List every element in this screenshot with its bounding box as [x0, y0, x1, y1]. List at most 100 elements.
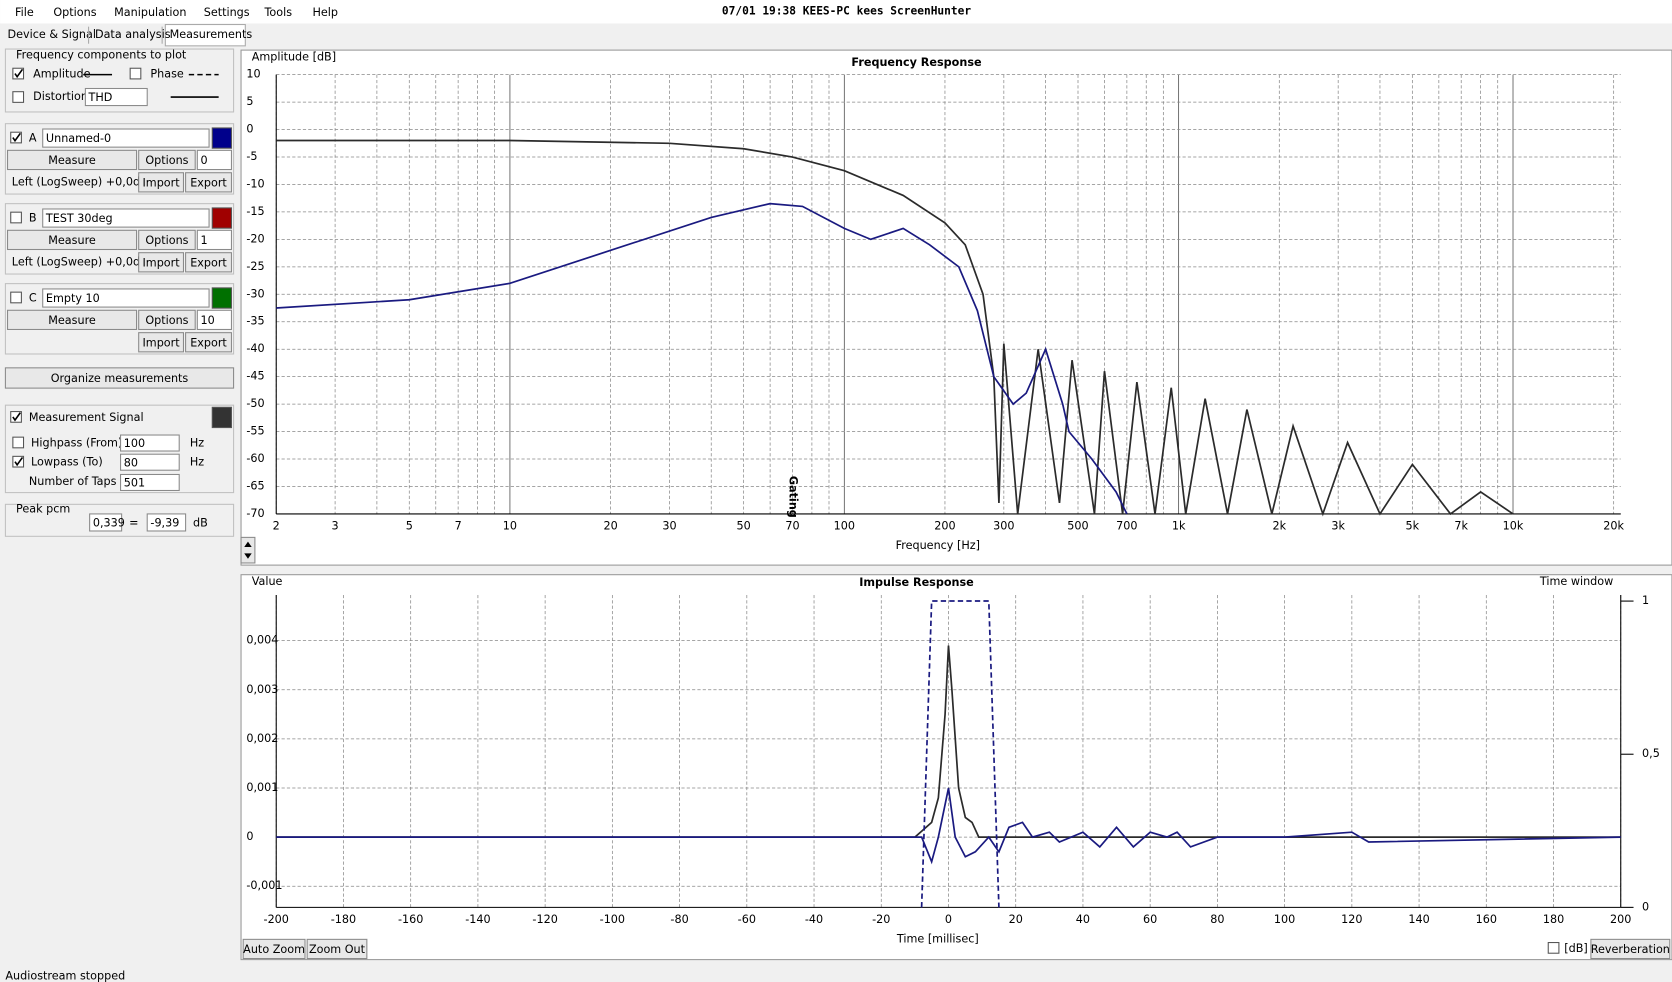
tab[interactable]: Measurements [170, 28, 253, 41]
checkbox[interactable] [12, 67, 25, 80]
spinbox[interactable] [120, 434, 180, 452]
spinbox-text[interactable]: 0 [201, 154, 208, 167]
menu-bar [0, 0, 1672, 24]
checkbox[interactable] [12, 91, 25, 103]
organize-button[interactable] [4, 367, 235, 389]
checkbox[interactable] [12, 455, 25, 468]
field-text[interactable]: 0,339 [93, 517, 125, 530]
checkbox[interactable] [1547, 942, 1560, 954]
zoom-out-button[interactable] [306, 938, 368, 960]
info: Left (LogSweep) +0,0dB [12, 255, 148, 268]
checkbox[interactable] [12, 436, 25, 449]
import-button[interactable] [138, 252, 184, 273]
options-button-label[interactable]: Options [145, 314, 188, 327]
field-text[interactable]: -9,39 [150, 517, 179, 530]
import-button-label[interactable]: Import [143, 336, 181, 349]
combo-text[interactable]: Empty 10 [46, 292, 100, 305]
export-button-label[interactable]: Export [190, 176, 227, 189]
options-button[interactable] [138, 229, 196, 251]
spinbox[interactable] [120, 453, 180, 471]
color-swatch[interactable] [211, 287, 232, 309]
x-tick-label: 160 [1476, 913, 1497, 926]
spinbox-text[interactable]: 10 [201, 314, 215, 327]
import-button[interactable] [138, 172, 184, 193]
menu-item[interactable]: Options [53, 6, 96, 19]
checkbox-tick[interactable] [14, 456, 24, 467]
checkbox[interactable] [129, 67, 142, 80]
combo-text[interactable]: THD [88, 91, 113, 104]
export-button[interactable] [185, 172, 232, 193]
menu-item[interactable]: File [15, 6, 34, 19]
reverberation-button[interactable] [1590, 938, 1671, 960]
auto-zoom-button-label[interactable]: Auto Zoom [243, 943, 305, 956]
combo-text[interactable]: TEST 30deg [45, 212, 113, 225]
measure-button-label[interactable]: Measure [48, 314, 96, 327]
label: dB [193, 517, 208, 530]
options-button-label[interactable]: Options [145, 234, 188, 247]
measure-button-label[interactable]: Measure [48, 234, 96, 247]
measurement-frame [4, 203, 235, 275]
x-tick-label: -20 [872, 913, 890, 926]
color-swatch[interactable] [211, 127, 232, 149]
menu-item[interactable]: Settings [204, 6, 250, 19]
spinbox[interactable] [120, 473, 180, 491]
spinbox-text[interactable]: 1 [201, 234, 208, 247]
import-button[interactable] [138, 332, 184, 353]
spinbox-text[interactable]: 80 [124, 456, 138, 469]
export-button-label[interactable]: Export [190, 256, 227, 269]
combo[interactable] [42, 208, 210, 228]
menu-item[interactable]: Manipulation [114, 6, 186, 19]
checkbox-tick[interactable] [14, 68, 24, 79]
export-button[interactable] [185, 252, 232, 273]
measure-button[interactable] [7, 229, 138, 251]
combo[interactable] [42, 128, 210, 148]
splitter-button[interactable] [240, 536, 256, 564]
field[interactable] [89, 513, 123, 532]
combo[interactable] [84, 87, 148, 107]
menu-item[interactable]: Help [312, 6, 338, 19]
combo-text[interactable]: Unnamed-0 [46, 132, 111, 145]
zoom-out-button-label[interactable]: Zoom Out [309, 943, 366, 956]
auto-zoom-button[interactable] [242, 938, 306, 960]
x-tick-label: 700 [1116, 520, 1137, 533]
measure-button-label[interactable]: Measure [48, 154, 96, 167]
menu-item[interactable]: Tools [263, 6, 292, 19]
checkbox[interactable] [10, 411, 22, 423]
color-swatch[interactable] [211, 406, 232, 429]
spinbox[interactable] [196, 309, 232, 330]
checkbox[interactable] [10, 211, 22, 224]
x-axis-label: Frequency [Hz] [896, 539, 980, 552]
spinbox-text[interactable]: 100 [124, 437, 145, 450]
import-button-label[interactable]: Import [143, 176, 181, 189]
checkbox[interactable] [10, 291, 22, 304]
spinbox[interactable] [196, 229, 232, 251]
spinbox[interactable] [196, 149, 232, 171]
options-button[interactable] [138, 309, 196, 330]
import-button-label[interactable]: Import [143, 256, 181, 269]
measure-button[interactable] [7, 309, 138, 330]
x-tick-label: -100 [600, 913, 625, 926]
options-button-label[interactable]: Options [145, 154, 188, 167]
combo[interactable] [42, 288, 210, 308]
measure-button[interactable] [7, 149, 138, 171]
label: Phase [150, 68, 184, 81]
checkbox-tick[interactable] [12, 132, 21, 143]
tab[interactable]: Data analysis [95, 28, 171, 41]
tab[interactable]: Device & Signal [8, 28, 96, 41]
x-tick-label: 10k [1503, 520, 1524, 533]
y-tick-label: -15 [246, 205, 264, 218]
options-button[interactable] [138, 149, 196, 171]
export-button-label[interactable]: Export [190, 336, 227, 349]
color-swatch[interactable] [211, 207, 232, 229]
organize-button-label[interactable]: Organize measurements [51, 372, 189, 385]
x-tick-label: 140 [1408, 913, 1429, 926]
export-button[interactable] [185, 332, 232, 353]
spinbox-text[interactable]: 501 [124, 477, 145, 490]
checkbox[interactable] [10, 131, 22, 144]
checkbox-tick[interactable] [12, 412, 21, 422]
reverberation-button-label[interactable]: Reverberation [1591, 943, 1670, 956]
y-tick-label: 5 [246, 95, 253, 108]
field[interactable] [146, 513, 187, 532]
group-frame [4, 48, 235, 113]
